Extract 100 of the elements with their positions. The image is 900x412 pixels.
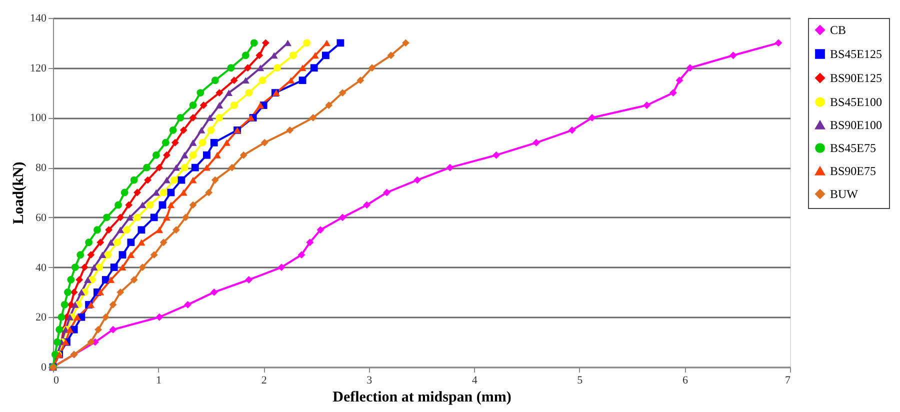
point [167,202,175,208]
point [156,226,164,234]
point [150,251,158,259]
y-tick-label: 140 [30,12,47,24]
point [125,201,133,209]
point [323,40,330,46]
point [116,288,124,296]
point [96,238,104,246]
point [56,326,64,334]
point [84,276,92,283]
x-tick-label: 6 [682,374,688,386]
point [76,251,84,259]
point [240,151,248,159]
point [227,64,235,72]
point [107,239,115,246]
x-tick-label: 3 [366,374,373,386]
point [105,226,113,234]
point [70,288,78,296]
point [104,251,112,259]
point [196,89,204,96]
point [643,102,651,109]
legend-label: BS90E125 [830,71,882,85]
point [402,39,410,47]
x-tick-label: 1 [156,374,162,386]
point [244,64,252,72]
point [189,151,197,159]
point [274,64,281,72]
point [172,164,180,171]
point [138,202,146,208]
point [138,226,146,234]
x-tick-label: 0 [54,374,60,386]
point [325,102,333,109]
point [134,214,141,222]
point [78,289,86,296]
point [156,164,164,172]
point [160,238,168,246]
legend-label: BS90E75 [830,164,876,178]
x-axis-title: Deflection at midspan (mm) [332,390,512,406]
point [336,39,344,47]
point [200,102,208,109]
point [146,201,154,209]
point [316,226,324,234]
point [298,251,306,259]
point [309,114,317,122]
y-tick-label: 0 [41,362,47,374]
point [414,176,421,184]
point [298,64,306,72]
point [58,313,66,321]
point [130,276,138,284]
y-tick-label: 80 [36,162,47,174]
point [298,76,306,84]
point [116,226,124,234]
point [216,102,224,108]
point [107,276,115,283]
point [126,214,134,221]
point [163,151,170,159]
point [87,338,95,346]
point [54,338,61,346]
point [211,76,219,84]
point [71,301,79,308]
x-tick-label: 4 [472,374,478,386]
point [250,39,258,47]
point [180,152,188,158]
point [85,238,93,246]
point [189,176,197,184]
point [387,52,395,60]
point [127,252,135,258]
point [356,76,364,84]
point [338,214,346,222]
y-tick-label: 60 [36,212,47,224]
point [568,126,576,134]
point [270,52,278,59]
point [98,252,106,258]
legend-label: BS45E100 [830,95,882,109]
point [122,226,130,234]
point [230,76,238,84]
point [260,138,268,146]
point [130,176,138,184]
point [96,264,104,271]
point [171,138,179,146]
point [214,152,221,158]
point [729,52,737,60]
point [80,264,88,271]
point [258,76,266,84]
y-tick-label: 120 [30,62,47,74]
point [182,214,190,222]
point [114,238,121,246]
point [138,239,146,246]
point [228,164,236,172]
point [167,188,175,196]
point [262,39,270,47]
point [189,201,197,209]
point [588,114,596,122]
point [152,151,160,159]
point [180,164,188,172]
point [66,326,74,333]
point [189,114,197,122]
point [170,176,178,184]
point [284,40,292,46]
point [109,326,117,334]
